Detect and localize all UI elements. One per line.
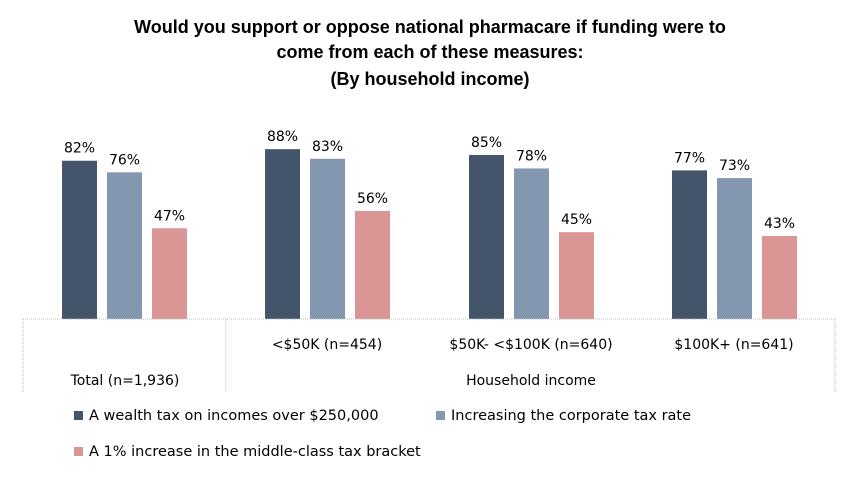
bar <box>514 168 549 319</box>
category-axis: <$50K (n=454) $50K- <$100K (n=640) $100K+ … <box>22 318 836 392</box>
bar <box>762 236 797 319</box>
data-label: 56% <box>357 191 388 207</box>
category-label: $50K- <$100K (n=640) <box>449 337 612 353</box>
legend-swatch <box>436 411 445 420</box>
bar <box>717 178 752 319</box>
bar <box>672 170 707 319</box>
title-line: come from each of these measures: <box>276 42 583 62</box>
legend: A wealth tax on incomes over $250,000 Inc… <box>74 408 691 460</box>
title-line: (By household income) <box>330 69 529 89</box>
bar <box>559 232 594 319</box>
title-line: Would you support or oppose national pha… <box>134 17 726 37</box>
data-label: 76% <box>109 152 140 168</box>
bar <box>469 154 504 319</box>
legend-swatch <box>74 411 83 420</box>
bar <box>355 210 390 319</box>
data-label: 82% <box>64 141 95 157</box>
chart-title: Would you support or oppose national pha… <box>134 17 726 89</box>
data-label: 83% <box>312 139 343 155</box>
legend-label: Increasing the corporate tax rate <box>451 408 691 424</box>
bar <box>265 149 300 319</box>
legend-label: A wealth tax on incomes over $250,000 <box>89 408 379 424</box>
data-label: 78% <box>516 148 547 164</box>
data-label: 77% <box>674 150 705 166</box>
data-label: 85% <box>471 135 502 151</box>
category-label: Total (n=1,936) <box>70 373 180 389</box>
bar <box>62 160 97 319</box>
legend-label: A 1% increase in the middle-class tax br… <box>89 444 421 460</box>
bar <box>152 228 187 319</box>
category-label: $100K+ (n=641) <box>674 337 793 353</box>
legend-swatch <box>74 447 83 456</box>
data-label: 73% <box>719 158 750 174</box>
data-label: 45% <box>561 212 592 228</box>
data-label: 43% <box>764 216 795 232</box>
bar <box>107 172 142 319</box>
category-label: <$50K (n=454) <box>272 337 382 353</box>
data-label: 88% <box>267 129 298 145</box>
bars: 82% 88% 85% 77% 76% 83% 78% 73% 47% 56% 45% 43% <box>62 129 797 319</box>
data-label: 47% <box>154 208 185 224</box>
group-label: Household income <box>466 373 596 389</box>
bar <box>310 158 345 319</box>
